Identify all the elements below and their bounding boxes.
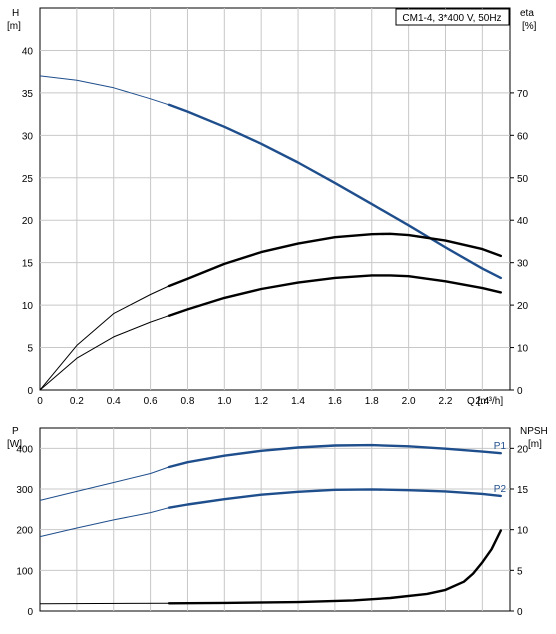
- x-tick-label: 0: [37, 396, 43, 407]
- panel2-y-left-tick-label: 400: [16, 444, 33, 455]
- x-tick-label: 1.6: [328, 396, 342, 407]
- panel2-y-right-tick-label: 15: [517, 485, 529, 496]
- panel1-y-left-tick-label: 20: [22, 216, 34, 227]
- panel1-y-right-tick-label: 0: [517, 386, 523, 397]
- panel1-y-left-tick-label: 5: [27, 344, 33, 355]
- x-tick-label: 0.2: [70, 396, 84, 407]
- panel2-series-3-duty-line: [167, 529, 502, 605]
- x-axis-label: Q [m³/h]: [467, 396, 503, 407]
- panel2-y-right-tick-label: 0: [517, 607, 523, 618]
- panel2-series-1-duty-line: [167, 443, 502, 469]
- panel1-y-right-tick-label: 20: [517, 301, 529, 312]
- panel2-y-left-label: P: [12, 426, 19, 437]
- series-label-p2: P2: [494, 484, 507, 495]
- panel2-series-2-duty-line: [167, 488, 502, 509]
- panel1-y-right-tick-label: 10: [517, 344, 529, 355]
- panel1-y-right-tick-label: 40: [517, 216, 529, 227]
- panel1-y-left-label: H: [12, 8, 19, 19]
- x-tick-label: 1.2: [254, 396, 268, 407]
- panel1-y-right-tick-label: 70: [517, 89, 529, 100]
- x-tick-label: 0.8: [180, 396, 194, 407]
- panel1-y-right-label: eta: [520, 8, 534, 19]
- panel1-series-2-duty-line: [167, 232, 502, 288]
- x-tick-label: 0.4: [107, 396, 121, 407]
- panel2-y-right-tick-label: 5: [517, 566, 523, 577]
- panel1-y-left-tick-label: 30: [22, 131, 34, 142]
- panel2-y-left-tick-label: 200: [16, 526, 33, 537]
- x-tick-label: 1.4: [291, 396, 305, 407]
- chart-title: CM1-4, 3*400 V, 50Hz: [402, 13, 501, 24]
- panel2-y-left-tick-label: 100: [16, 566, 33, 577]
- panel1-plot-frame: [39, 7, 511, 391]
- panel2-y-right-unit: [m]: [528, 439, 542, 450]
- panel1-y-right-unit: [%]: [522, 21, 537, 32]
- panel1-y-left-unit: [m]: [7, 21, 21, 32]
- panel1-y-left-tick-label: 10: [22, 301, 34, 312]
- panel1-series-1-duty-line: [167, 103, 502, 280]
- series-label-p1: P1: [494, 441, 507, 452]
- panel1-series-3-duty-line: [167, 274, 502, 317]
- panel1-y-left-tick-label: 40: [22, 46, 34, 57]
- panel1-y-left-tick-label: 15: [22, 259, 34, 270]
- panel2-plot-frame: [39, 427, 511, 612]
- x-tick-label: 2.0: [402, 396, 416, 407]
- x-tick-label: 2.2: [439, 396, 453, 407]
- panel2-y-left-tick-label: 300: [16, 485, 33, 496]
- x-tick-label: 1.0: [217, 396, 231, 407]
- panel1-y-left-tick-label: 35: [22, 89, 34, 100]
- panel2-y-right-label: NPSH: [520, 426, 548, 437]
- x-tick-label: 1.8: [365, 396, 379, 407]
- panel2-y-right-tick-label: 20: [517, 444, 529, 455]
- panel2-y-left-tick-label: 0: [27, 607, 33, 618]
- x-tick-label: 2.4: [475, 396, 489, 407]
- panel1-y-left-tick-label: 25: [22, 174, 34, 185]
- panel1-y-right-tick-label: 50: [517, 174, 529, 185]
- panel1-y-left-tick-label: 0: [27, 386, 33, 397]
- x-tick-label: 0.6: [144, 396, 158, 407]
- panel1-y-right-tick-label: 30: [517, 259, 529, 270]
- panel2-y-right-tick-label: 10: [517, 526, 529, 537]
- panel1-y-right-tick-label: 60: [517, 131, 529, 142]
- chart-title-box: [395, 8, 510, 26]
- panel2-y-left-unit: [W]: [7, 439, 22, 450]
